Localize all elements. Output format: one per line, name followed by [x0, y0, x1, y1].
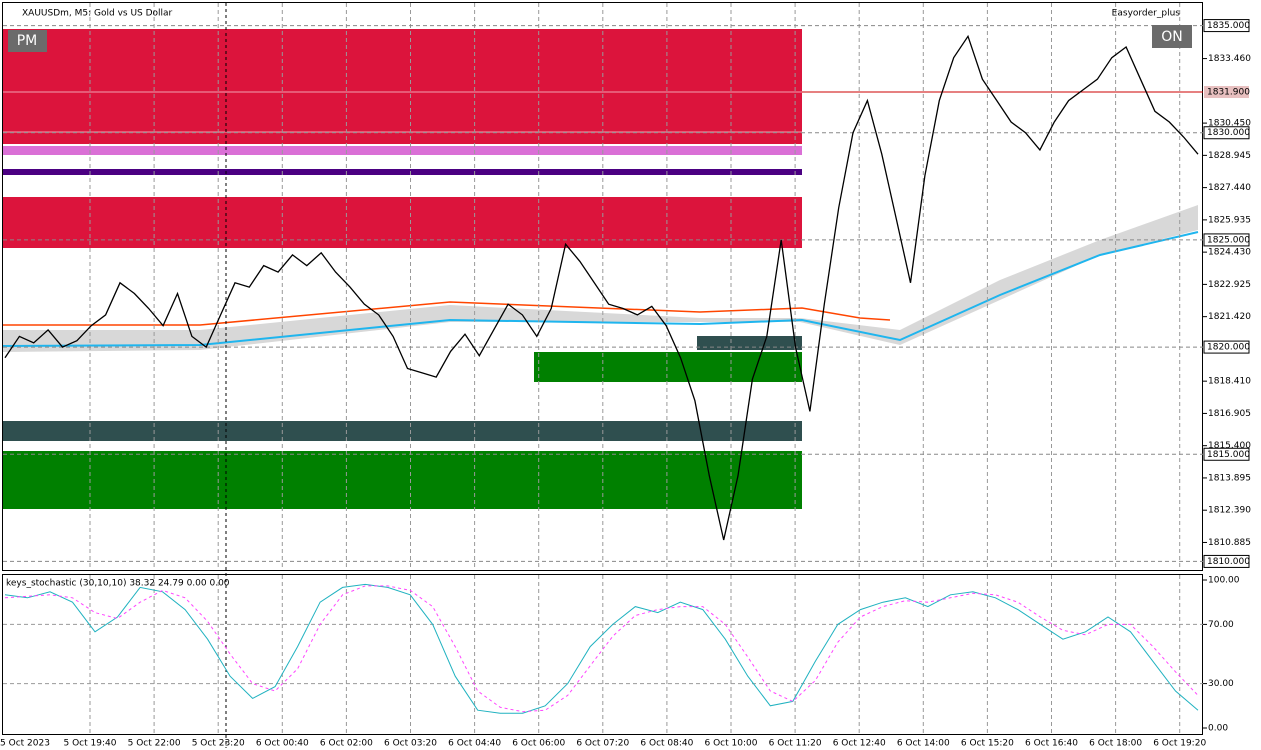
price-label: 1810.885 [1208, 538, 1251, 548]
price-label: 1824.430 [1208, 248, 1251, 258]
demand-zone [534, 352, 802, 382]
level-label: 1820.000 [1207, 343, 1250, 353]
plot [4, 34, 1199, 714]
time-label: 6 Oct 16:40 [1025, 739, 1078, 749]
zones [3, 29, 802, 509]
ma-orange [3, 301, 891, 326]
pm-label[interactable]: PM [17, 33, 38, 49]
time-label: 6 Oct 14:00 [897, 739, 950, 749]
price-label: 1828.945 [1208, 151, 1251, 161]
on-label[interactable]: ON [1161, 29, 1183, 45]
price-label: 1830.450 [1208, 119, 1251, 129]
price-label: 1833.460 [1208, 54, 1251, 64]
time-label: 6 Oct 07:20 [576, 739, 629, 749]
supply-zone [3, 29, 802, 144]
time-label: 5 Oct 23:20 [192, 739, 245, 749]
level-label: 1835.000 [1207, 21, 1250, 31]
time-label: 5 Oct 2023 [0, 739, 50, 749]
time-label: 6 Oct 02:00 [320, 739, 373, 749]
price-label: 1822.925 [1208, 280, 1251, 290]
price-label: 1813.895 [1208, 473, 1251, 483]
price-line-label: 1831.900 [1207, 88, 1250, 98]
price-label: 1816.905 [1208, 409, 1251, 419]
price-label: 1825.935 [1208, 215, 1251, 225]
time-label: 6 Oct 10:00 [705, 739, 758, 749]
ma-band [3, 205, 1198, 352]
level-label: 1810.000 [1207, 557, 1250, 567]
time-label: 6 Oct 03:20 [384, 739, 437, 749]
time-label: 6 Oct 04:40 [448, 739, 501, 749]
stoch-label: 30.00 [1208, 679, 1234, 689]
time-label: 6 Oct 19:20 [1153, 739, 1206, 749]
stoch-main [4, 583, 1199, 714]
price-label: 1821.420 [1208, 312, 1251, 322]
price-series [4, 34, 1199, 541]
on-button[interactable] [1152, 25, 1192, 48]
time-label: 6 Oct 06:00 [512, 739, 565, 749]
time-label: 5 Oct 19:40 [64, 739, 117, 749]
level-label: 1830.000 [1207, 128, 1250, 138]
level-box [1203, 126, 1250, 140]
level-box [1203, 19, 1250, 33]
indigo-line [3, 169, 802, 175]
stoch-signal [4, 585, 1199, 713]
pm-button[interactable] [8, 30, 47, 52]
price-label: 1818.410 [1208, 377, 1251, 387]
time-label: 6 Oct 08:40 [640, 739, 693, 749]
time-label: 6 Oct 15:20 [961, 739, 1014, 749]
price-box [1204, 86, 1249, 99]
indicator-label: keys_stochastic (30,10,10) 38.32 24.79 0… [6, 579, 230, 589]
level-box [1203, 233, 1250, 247]
level-box [1203, 340, 1250, 354]
level-label: 1815.000 [1207, 450, 1250, 460]
grid [3, 3, 1203, 734]
price-label: 1815.400 [1208, 441, 1251, 451]
sub-panel [2, 574, 1203, 735]
time-label: 6 Oct 00:40 [256, 739, 309, 749]
level-box [1203, 554, 1250, 568]
stoch-label: 70.00 [1208, 620, 1234, 630]
price-label: 1827.440 [1208, 183, 1251, 193]
stoch-label: 100.00 [1208, 576, 1240, 586]
time-label: 5 Oct 22:00 [128, 739, 181, 749]
demand-zone [3, 451, 802, 509]
dark-zone [3, 421, 802, 441]
symbol-title: XAUUSDm, M5: Gold vs US Dollar [22, 9, 173, 19]
stoch-label: 0.00 [1208, 724, 1228, 734]
orchid-line [3, 146, 802, 155]
ma-blue [2, 231, 1199, 347]
main-panel [2, 2, 1203, 571]
time-label: 6 Oct 18:00 [1089, 739, 1142, 749]
time-label: 6 Oct 11:20 [769, 739, 822, 749]
level-label: 1825.000 [1207, 235, 1250, 245]
expert-name: Easyorder_plus [1112, 9, 1181, 19]
price-label: 1812.390 [1208, 506, 1251, 516]
time-label: 6 Oct 12:40 [833, 739, 886, 749]
dark-zone [697, 336, 802, 350]
level-box [1203, 447, 1250, 461]
